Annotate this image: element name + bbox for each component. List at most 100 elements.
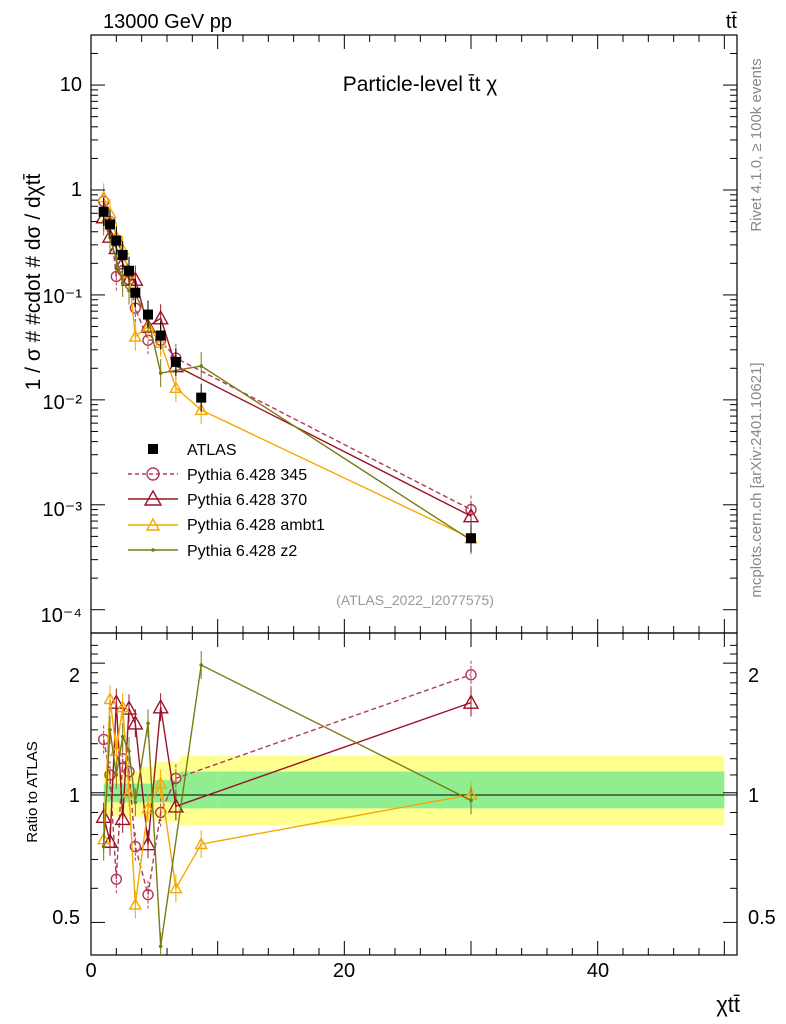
ratio-point-pythia-6-428-370 (139, 835, 157, 851)
main-point-pythia-6-428-z2 (127, 288, 131, 293)
ratio-point-pythia-6-428-370 (101, 833, 119, 848)
x-tick-label-20: 20 (333, 960, 355, 982)
ratio-point-pythia-6-428-370 (127, 714, 144, 730)
main-series-layer (95, 183, 480, 555)
ratio-point-pythia-6-428-z2 (158, 944, 163, 949)
ratio-point-pythia-6-428-z2 (133, 800, 138, 805)
main-point-atlas (111, 235, 122, 246)
main-point-atlas (466, 533, 476, 544)
ratio-point-pythia-6-428-z2 (199, 663, 203, 667)
y-tick-label-1e-3: 10⁻³ (43, 499, 83, 521)
main-point-atlas (196, 392, 207, 403)
legend-label-ambt1: Pythia 6.428 ambt1 (187, 517, 325, 534)
ratio-point-pythia-6-428-345 (123, 765, 135, 778)
ratio-point-pythia-6-428-z2 (146, 721, 150, 726)
ratio-y-tick-1-left: 1 (69, 785, 80, 807)
ratio-point-pythia-6-428-ambt1 (128, 897, 143, 910)
legend-label-z2: Pythia 6.428 z2 (187, 543, 297, 560)
ratio-point-pythia-6-428-ambt1 (141, 801, 155, 814)
y-axis-label: 1 / σ # #cdot # dσ / dχtt̄ (22, 173, 45, 390)
ratio-point-pythia-6-428-z2 (114, 773, 119, 777)
ratio-line-pythia-6-428-345 (103, 674, 472, 895)
main-point-atlas (130, 287, 141, 298)
ratio-point-pythia-6-428-370 (462, 694, 480, 709)
legend-entry-ambt1: Pythia 6.428 ambt1 (128, 517, 325, 534)
ratio-y-tick-05-left: 0.5 (52, 907, 80, 929)
ratio-y-axis-label: Ratio to ATLAS (24, 741, 41, 842)
ratio-point-pythia-6-428-345 (465, 669, 477, 681)
main-point-pythia-6-428-ambt1 (194, 403, 208, 416)
main-point-atlas (155, 330, 166, 341)
main-point-pythia-6-428-z2 (114, 257, 119, 261)
ratio-point-pythia-6-428-370 (114, 810, 131, 826)
main-point-pythia-6-428-ambt1 (169, 380, 183, 394)
ratio-point-pythia-6-428-370 (108, 694, 125, 709)
main-point-pythia-6-428-z2 (120, 281, 125, 285)
ratio-point-pythia-6-428-370 (152, 698, 169, 714)
y-tick-label-1e-2: 10⁻² (43, 392, 83, 414)
ratio-point-pythia-6-428-345 (142, 888, 154, 901)
main-point-pythia-6-428-z2 (199, 364, 203, 368)
main-point-pythia-6-428-ambt1 (128, 329, 143, 342)
ratio-point-pythia-6-428-345 (154, 806, 167, 819)
legend-entry-z2: Pythia 6.428 z2 (128, 543, 297, 560)
legend-entry-370: Pythia 6.428 370 (128, 489, 307, 509)
ratio-point-pythia-6-428-345 (129, 840, 142, 853)
legend: ATLAS Pythia 6.428 345 Pythia 6.428 370 … (128, 442, 325, 560)
ratio-point-pythia-6-428-ambt1 (115, 700, 130, 713)
x-axis-label: χtt̄ (716, 992, 740, 1017)
ratio-point-pythia-6-428-345 (170, 772, 182, 785)
ratio-point-pythia-6-428-z2 (469, 798, 473, 803)
ratio-axis-ticks (90, 633, 737, 955)
ratio-point-pythia-6-428-z2 (101, 844, 106, 849)
ratio-point-pythia-6-428-ambt1 (122, 785, 136, 798)
main-axis-ticks (90, 34, 737, 633)
ratio-series-layer (95, 651, 480, 955)
ratio-point-pythia-6-428-370 (167, 797, 185, 813)
main-point-atlas (124, 265, 134, 276)
main-point-atlas (117, 250, 128, 261)
x-tick-label-0: 0 (85, 960, 96, 982)
ratio-point-pythia-6-428-z2 (120, 734, 125, 739)
main-point-atlas (98, 206, 109, 217)
main-point-atlas (170, 356, 181, 367)
ratio-point-pythia-6-428-370 (95, 808, 112, 823)
plot-title: Particle-level t̄t χ (343, 73, 498, 96)
legend-entry-atlas: ATLAS (148, 442, 237, 459)
ratio-y-tick-2-right: 2 (748, 665, 759, 687)
ratio-point-pythia-6-428-ambt1 (103, 692, 117, 705)
legend-marker-ambt1 (145, 517, 161, 531)
legend-entry-345: Pythia 6.428 345 (128, 467, 307, 484)
legend-marker-345 (146, 467, 160, 481)
ratio-point-pythia-6-428-345 (110, 873, 123, 885)
beam-label: 13000 GeV pp (103, 11, 232, 33)
y-tick-label-1: 1 (71, 179, 82, 201)
main-line-pythia-6-428-345 (103, 201, 472, 511)
legend-marker-370 (143, 489, 163, 506)
ratio-point-pythia-6-428-z2 (127, 749, 131, 753)
ratio-y-tick-2-left: 2 (69, 665, 80, 687)
y-tick-label-1e-4: 10⁻⁴ (41, 605, 82, 627)
legend-label-atlas: ATLAS (187, 442, 237, 459)
mcplots-text: mcplots.cern.ch [arXiv:2401.10621] (748, 362, 765, 597)
process-label: tt̄ (726, 11, 738, 33)
y-tick-label-10: 10 (60, 74, 82, 96)
ratio-point-pythia-6-428-345 (116, 752, 129, 765)
ratio-uncertainty-bands (103, 755, 725, 826)
ratio-y-tick-05-right: 0.5 (748, 907, 776, 929)
analysis-watermark: (ATLAS_2022_I2077575) (336, 592, 494, 608)
rivet-version-text: Rivet 4.1.0, ≥ 100k events (748, 58, 765, 231)
main-point-atlas (143, 309, 153, 320)
ratio-point-pythia-6-428-ambt1 (169, 881, 183, 894)
main-point-pythia-6-428-370 (462, 507, 480, 523)
ratio-y-tick-1-right: 1 (748, 785, 759, 807)
main-point-pythia-6-428-z2 (158, 371, 163, 375)
ratio-line-pythia-6-428-370 (103, 701, 472, 845)
ratio-point-pythia-6-428-z2 (108, 728, 112, 732)
ratio-plot-frame (90, 632, 738, 956)
x-tick-label-40: 40 (587, 960, 609, 982)
main-point-atlas (105, 219, 115, 230)
legend-marker-z2 (151, 548, 155, 552)
ratio-point-pythia-6-428-ambt1 (194, 837, 208, 850)
legend-marker-atlas (148, 444, 158, 454)
